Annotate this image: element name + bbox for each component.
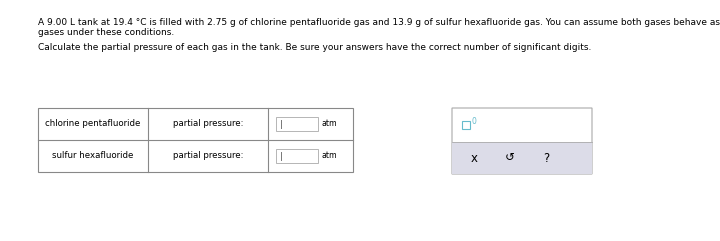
- Text: A 9.00 L tank at 19.4 °C is filled with 2.75 g of chlorine pentafluoride gas and: A 9.00 L tank at 19.4 °C is filled with …: [38, 18, 720, 27]
- Text: 0: 0: [472, 118, 477, 127]
- Text: ?: ?: [543, 152, 549, 165]
- Bar: [462, 121, 470, 129]
- Text: atm: atm: [321, 120, 337, 128]
- Bar: [38, 108, 353, 172]
- Bar: [276, 117, 318, 131]
- Text: partial pressure:: partial pressure:: [173, 152, 243, 161]
- Text: x: x: [470, 152, 477, 165]
- Bar: [276, 149, 318, 163]
- Bar: [452, 142, 592, 174]
- Text: atm: atm: [321, 152, 337, 161]
- Text: Calculate the partial pressure of each gas in the tank. Be sure your answers hav: Calculate the partial pressure of each g…: [38, 43, 591, 52]
- Text: sulfur hexafluoride: sulfur hexafluoride: [53, 152, 134, 161]
- Text: ↺: ↺: [505, 152, 515, 165]
- Text: gases under these conditions.: gases under these conditions.: [38, 28, 174, 37]
- Text: chlorine pentafluoride: chlorine pentafluoride: [45, 120, 140, 128]
- FancyBboxPatch shape: [452, 108, 592, 174]
- Text: partial pressure:: partial pressure:: [173, 120, 243, 128]
